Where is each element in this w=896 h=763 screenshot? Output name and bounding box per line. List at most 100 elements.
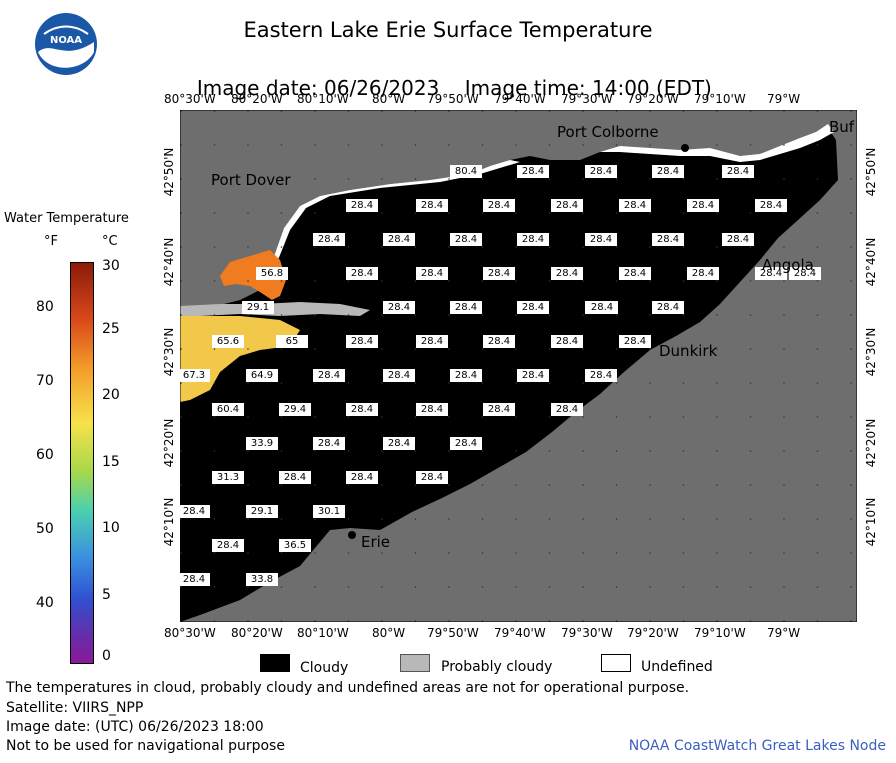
temperature-label: 28.4 [416,471,448,484]
temperature-label: 28.4 [450,437,482,450]
footer-disclaimer: The temperatures in cloud, probably clou… [6,680,690,696]
temperature-label: 60.4 [212,403,244,416]
dunkirk-marker [650,336,658,344]
image-date: Image date: 06/26/2023 [196,76,440,100]
top-lon-label: 79°W [767,92,801,106]
temperature-label: 28.4 [619,199,651,212]
temperature-label: 28.4 [551,335,583,348]
right-lat-label: 42°30'N [864,327,878,377]
temperature-label: 28.4 [483,199,515,212]
temperature-label: 28.4 [585,233,617,246]
temperature-label: 28.4 [178,505,210,518]
port-colborne-marker [681,144,689,152]
temperature-label: 28.4 [346,267,378,280]
temperature-label: 64.9 [246,369,278,382]
right-lat-label: 42°40'N [864,237,878,287]
map-subtitle: Image date: 06/26/2023 Image time: 14:00… [0,52,896,100]
bottom-lon-label: 79°30'W [561,626,613,640]
left-lat-label: 42°20'N [162,418,176,468]
temperature-label: 28.4 [383,437,415,450]
bottom-lon-label: 80°W [372,626,406,640]
temperature-label: 28.4 [755,199,787,212]
temperature-label: 28.4 [619,267,651,280]
temperature-label: 28.4 [416,199,448,212]
top-lon-label: 79°20'W [627,92,679,106]
footer-navigation-note: Not to be used for navigational purpose [6,738,285,754]
temperature-label: 28.4 [313,437,345,450]
temperature-label: 28.4 [313,233,345,246]
label-buffalo: Buf [829,118,855,136]
temperature-label: 28.4 [383,233,415,246]
bottom-lon-label: 79°10'W [694,626,746,640]
colorbar [70,262,94,664]
colorbar-c-tick: 10 [102,520,120,536]
left-lat-label: 42°40'N [162,237,176,287]
colorbar-f-tick: 40 [36,595,54,611]
temperature-label: 28.4 [383,369,415,382]
temperature-label: 28.4 [722,165,754,178]
temperature-label: 30.1 [313,505,345,518]
temperature-label: 29.1 [242,301,274,314]
temperature-label: 28.4 [687,267,719,280]
temperature-label: 28.4 [585,165,617,178]
label-angola: Angola [762,256,814,274]
top-lon-label: 80°20'W [231,92,283,106]
colorbar-c-tick: 15 [102,454,120,470]
top-lon-label: 80°30'W [164,92,216,106]
bottom-lon-label: 79°W [767,626,801,640]
temperature-label: 28.4 [652,165,684,178]
noaa-logo: NOAA [34,12,98,76]
label-dunkirk: Dunkirk [659,342,718,360]
temperature-label: 28.4 [416,267,448,280]
legend-probably-cloudy-swatch [400,654,430,672]
temperature-label: 28.4 [313,369,345,382]
bottom-lon-label: 80°20'W [231,626,283,640]
legend-undefined-label: Undefined [641,659,713,675]
bottom-lon-label: 79°50'W [427,626,479,640]
temperature-label: 28.4 [416,403,448,416]
label-erie: Erie [361,533,391,551]
footer-utc-date: Image date: (UTC) 06/26/2023 18:00 [6,719,264,735]
colorbar-f-tick: 60 [36,447,54,463]
temperature-label: 28.4 [652,233,684,246]
legend-cloudy-label: Cloudy [300,660,349,676]
bottom-lon-label: 79°20'W [627,626,679,640]
temperature-label: 28.4 [346,403,378,416]
temperature-label: 56.8 [256,267,288,280]
temperature-label: 65.6 [212,335,244,348]
colorbar-c-tick: 5 [102,587,111,603]
temperature-label: 28.4 [483,403,515,416]
temperature-label: 33.9 [246,437,278,450]
temperature-label: 67.3 [178,369,210,382]
temperature-label: 28.4 [755,267,787,280]
top-lon-label: 80°W [372,92,406,106]
footer-satellite: Satellite: VIIRS_NPP [6,700,144,716]
temperature-label: 28.4 [346,471,378,484]
legend-undefined-swatch [601,654,631,672]
right-lat-label: 42°50'N [864,147,878,197]
top-lon-label: 79°10'W [694,92,746,106]
footer-credit: NOAA CoastWatch Great Lakes Node [628,738,886,754]
temperature-label: 28.4 [517,233,549,246]
temperature-label: 28.4 [346,335,378,348]
temperature-label: 28.4 [178,573,210,586]
temperature-label: 28.4 [551,267,583,280]
bottom-lon-label: 80°30'W [164,626,216,640]
right-lat-label: 42°10'N [864,497,878,547]
temperature-label: 29.1 [246,505,278,518]
colorbar-c-tick: 25 [102,321,120,337]
temperature-label: 28.4 [450,301,482,314]
temperature-label: 28.4 [517,301,549,314]
colorbar-title: Water Temperature [4,211,129,226]
colorbar-f-tick: 80 [36,299,54,315]
temperature-label: 31.3 [212,471,244,484]
grid-dots [180,110,857,622]
temperature-label: 28.4 [551,403,583,416]
colorbar-unit-c: °C [102,234,118,249]
colorbar-unit-f: °F [44,234,58,249]
temperature-label: 33.8 [246,573,278,586]
legend-probably-cloudy-label: Probably cloudy [441,659,553,675]
left-lat-label: 42°10'N [162,497,176,547]
temperature-label: 28.4 [586,301,618,314]
temperature-label: 28.4 [450,233,482,246]
